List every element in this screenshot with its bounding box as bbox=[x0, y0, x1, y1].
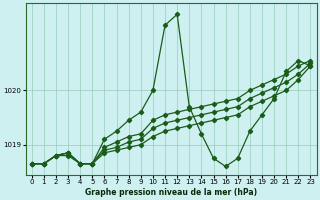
X-axis label: Graphe pression niveau de la mer (hPa): Graphe pression niveau de la mer (hPa) bbox=[85, 188, 257, 197]
